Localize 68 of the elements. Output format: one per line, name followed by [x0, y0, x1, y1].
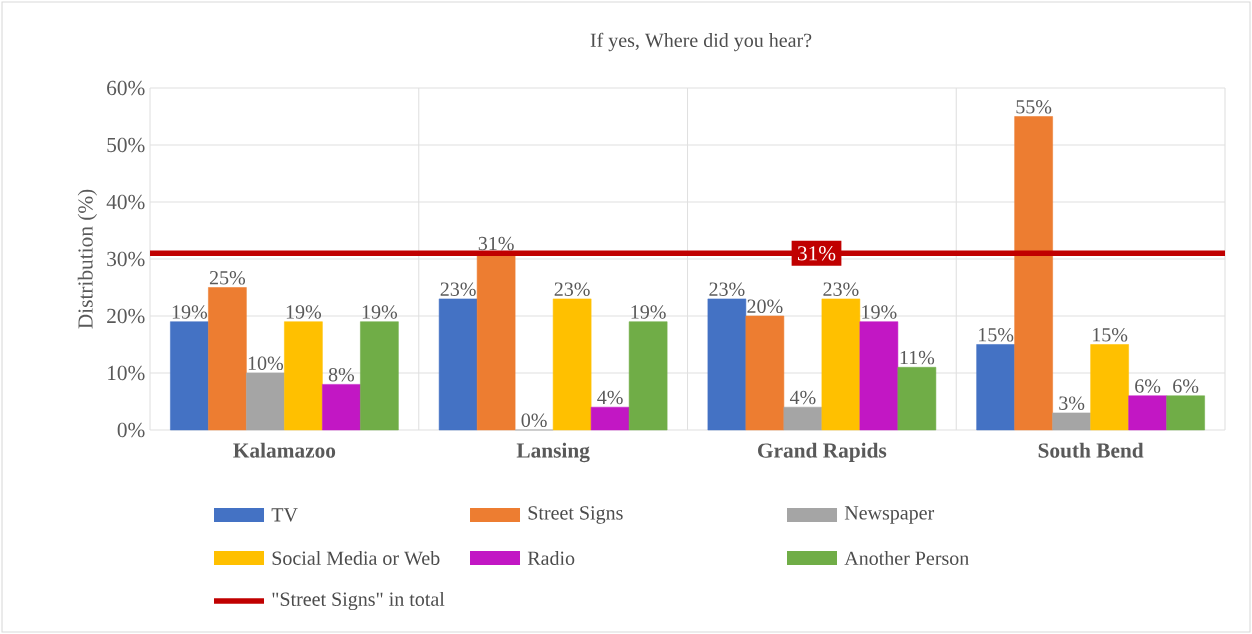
data-label: 55%	[1016, 100, 1052, 114]
data-label: 15%	[1093, 327, 1128, 342]
bar	[976, 344, 1015, 431]
x-tick-label: Grand Rapids	[758, 442, 887, 463]
y-tick-label: 60%	[107, 80, 145, 96]
x-tick-label: Lansing	[516, 442, 590, 463]
data-label: 4%	[789, 390, 816, 405]
bar	[552, 298, 592, 431]
legend-label: Another Person	[844, 550, 969, 566]
bar	[859, 321, 899, 431]
data-label: 3%	[1059, 396, 1085, 410]
bar	[821, 298, 861, 431]
bar	[208, 287, 247, 431]
legend-label: TV	[271, 508, 298, 522]
bar	[1166, 395, 1205, 431]
bar	[170, 321, 209, 431]
ref-line-label: 31%	[797, 246, 836, 261]
legend-label: Social Media or Web	[272, 550, 440, 566]
bar	[628, 321, 668, 431]
data-label: 8%	[328, 367, 355, 382]
bar	[284, 321, 323, 431]
legend-label: Radio	[527, 550, 575, 566]
x-tick-label: South Bend	[1038, 442, 1144, 458]
bar	[322, 384, 361, 431]
bar	[783, 406, 823, 431]
legend-label: Newspaper	[844, 506, 935, 524]
bar	[707, 298, 747, 431]
bar	[1014, 116, 1053, 431]
data-label: 31%	[478, 236, 514, 251]
bar	[1128, 395, 1167, 431]
x-tick-label: Kalamazoo	[233, 442, 336, 458]
bar	[590, 406, 630, 431]
bar	[1052, 412, 1091, 431]
chart-title: If yes, Where did you hear?	[590, 32, 812, 52]
y-tick-label: 40%	[106, 194, 145, 210]
y-tick-label: 10%	[108, 365, 145, 381]
text: "Street Signs" in total	[272, 591, 445, 611]
data-label: 19%	[286, 305, 322, 319]
data-label: 6%	[1135, 379, 1161, 393]
data-label: 20%	[747, 299, 783, 314]
data-label: 23%	[440, 282, 476, 296]
data-label: 19%	[172, 305, 208, 319]
legend-label: Street Signs	[528, 506, 623, 524]
bar	[438, 298, 478, 431]
data-label: 19%	[362, 305, 398, 319]
data-label: 19%	[631, 305, 666, 319]
data-label: 0%	[521, 413, 547, 428]
bar	[1090, 344, 1129, 431]
data-label: 23%	[709, 282, 745, 296]
bar	[745, 315, 785, 431]
y-tick-label: 30%	[107, 251, 145, 267]
data-label: 23%	[823, 282, 859, 296]
y-tick-label: 0%	[117, 422, 145, 438]
bar	[897, 367, 937, 431]
data-label: 19%	[862, 305, 897, 319]
bar	[360, 321, 399, 431]
y-tick-label: 50%	[107, 137, 145, 153]
bar	[246, 372, 285, 431]
y-tick-label: 20%	[107, 308, 145, 324]
data-label: 6%	[1173, 379, 1199, 393]
data-label: 11%	[900, 350, 935, 365]
y-axis-title: Distribution (%)	[77, 189, 98, 329]
bar	[476, 253, 516, 431]
data-label: 15%	[979, 327, 1014, 342]
data-label: 25%	[209, 270, 246, 285]
data-label: 4%	[597, 390, 623, 405]
data-label: 23%	[554, 282, 590, 296]
data-label: 10%	[248, 356, 284, 371]
